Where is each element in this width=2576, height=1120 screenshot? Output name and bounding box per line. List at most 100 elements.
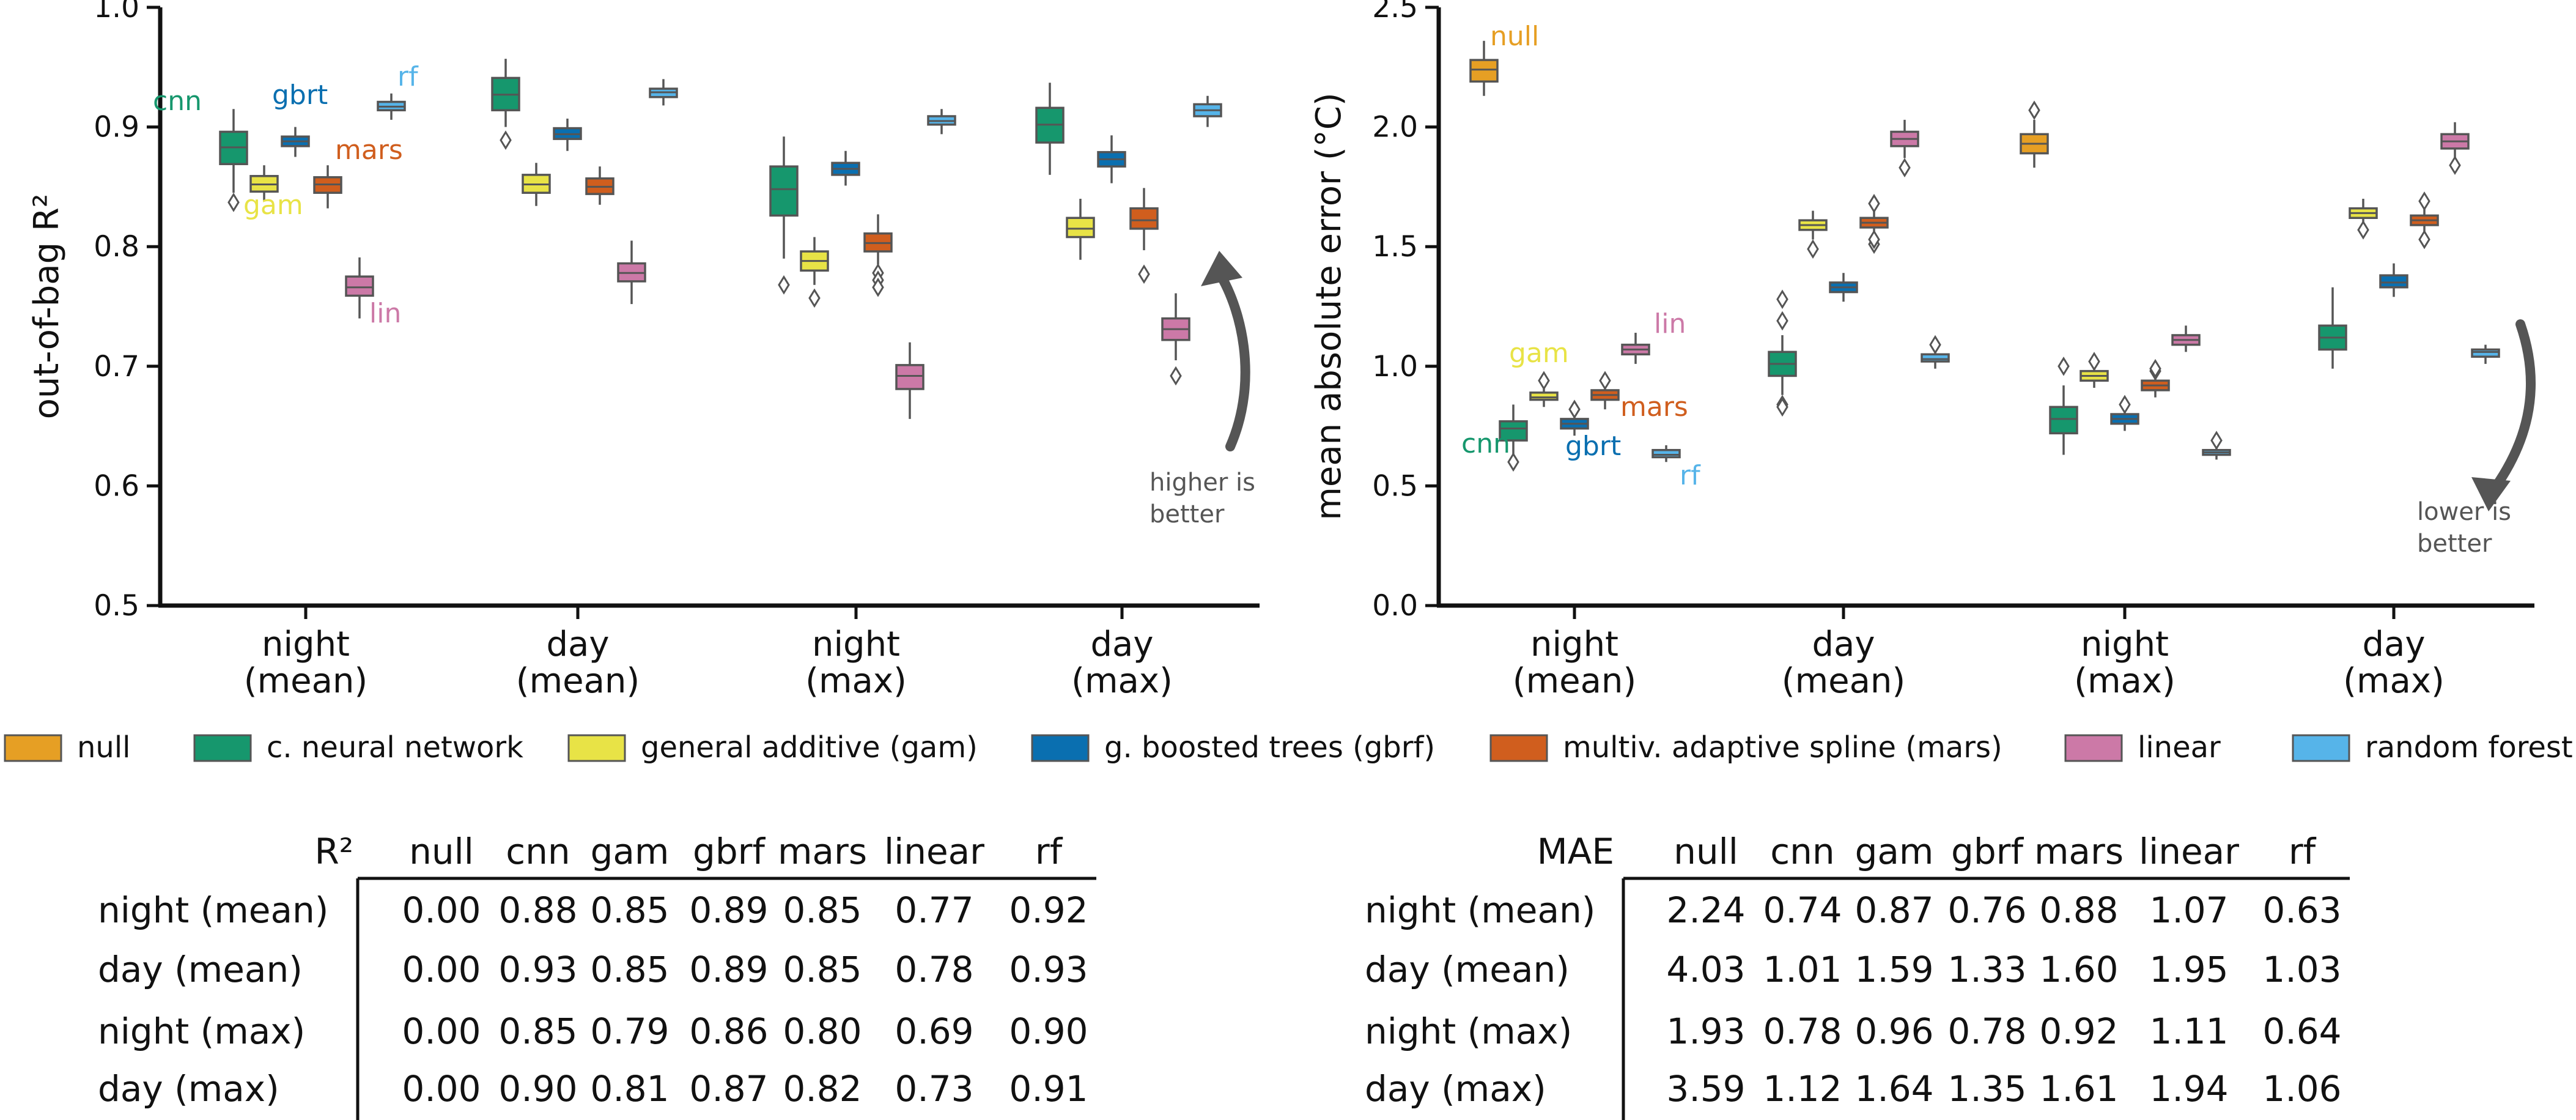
legend-item-lin: linear bbox=[2064, 730, 2221, 765]
table-corner-label: R² bbox=[314, 831, 353, 872]
table-cell: 0.76 bbox=[1947, 889, 2026, 931]
table-cell: 0.85 bbox=[498, 1011, 577, 1052]
table-cell: 1.12 bbox=[1763, 1068, 1842, 1110]
table-cell: 0.73 bbox=[895, 1068, 973, 1110]
table-cell: 1.94 bbox=[2149, 1068, 2228, 1110]
gam-box bbox=[2080, 352, 2109, 388]
table-cell: 0.81 bbox=[590, 1068, 669, 1110]
table-column-header: rf bbox=[2289, 831, 2317, 872]
table-cell: 1.01 bbox=[1763, 949, 1842, 990]
annotation-line2: better bbox=[1150, 500, 1225, 528]
outlier-marker bbox=[2418, 191, 2430, 211]
annotation-line1: higher is bbox=[1150, 469, 1255, 497]
rf-box bbox=[1921, 335, 1950, 369]
arrow-shaft bbox=[1212, 264, 1250, 451]
table-cell: 0.92 bbox=[1009, 889, 1088, 931]
table-cell: 0.00 bbox=[402, 889, 481, 931]
mae-boxplot-panel: 0.0 0.5 1.0 1.5 2.0 2.5 mean absolute error (°… bbox=[1309, 0, 2536, 701]
table-column-header: mars bbox=[2034, 831, 2124, 872]
cnn-box bbox=[1035, 83, 1065, 175]
legend-label: null bbox=[77, 730, 131, 765]
table-cell: 0.89 bbox=[689, 949, 768, 990]
box-body bbox=[2049, 406, 2078, 435]
y-axis-label: out-of-bag R² bbox=[27, 194, 67, 420]
outlier-marker bbox=[2028, 100, 2040, 121]
box-body bbox=[345, 275, 374, 297]
table-cell: 0.78 bbox=[1763, 1011, 1842, 1052]
mars-box bbox=[313, 165, 342, 209]
null-box bbox=[2020, 100, 2049, 168]
y-tick-label: 2.5 bbox=[1372, 0, 1418, 24]
mars-box bbox=[2141, 358, 2170, 398]
mars-box bbox=[2410, 191, 2439, 250]
table-cell: 1.60 bbox=[2039, 949, 2118, 990]
table-cell: 0.88 bbox=[2039, 889, 2118, 931]
table-row-label: day (mean) bbox=[1365, 949, 1570, 990]
lin-box bbox=[617, 240, 646, 305]
outlier-marker bbox=[1568, 399, 1581, 420]
table-cell: 1.95 bbox=[2149, 949, 2228, 990]
x-category-label-line2: (mean) bbox=[244, 661, 368, 701]
legend-item-gbrt: g. boosted trees (gbrf) bbox=[1031, 730, 1435, 765]
legend-swatch bbox=[2064, 734, 2123, 762]
box-body bbox=[1066, 217, 1095, 239]
outlier-marker bbox=[1868, 193, 1880, 213]
lin-box bbox=[2171, 325, 2201, 352]
model-label-mars: mars bbox=[1620, 391, 1688, 423]
x-category-label-line1: day bbox=[1090, 625, 1153, 664]
table-column-header: gbrf bbox=[693, 831, 766, 872]
y-tick-label: 0.9 bbox=[94, 111, 139, 144]
table-cell: 0.63 bbox=[2262, 889, 2341, 931]
outlier-marker bbox=[2210, 431, 2223, 450]
box-body bbox=[1529, 391, 1559, 401]
table-cell: 0.82 bbox=[783, 1068, 862, 1110]
cnn-box bbox=[2049, 356, 2078, 455]
arrow-head bbox=[2471, 477, 2511, 511]
table-cell: 0.79 bbox=[590, 1011, 669, 1052]
rf-box bbox=[377, 93, 406, 120]
cnn-box bbox=[1499, 404, 1528, 472]
table-row-label: day (mean) bbox=[98, 949, 303, 990]
table-cell: 0.93 bbox=[1009, 949, 1088, 990]
table-cell: 0.85 bbox=[590, 889, 669, 931]
y-tick-label: 0.5 bbox=[1372, 469, 1418, 503]
y-tick-label: 0.0 bbox=[1372, 589, 1418, 623]
gam-box bbox=[1066, 198, 1095, 260]
table-cell: 0.74 bbox=[1763, 889, 1842, 931]
table-row: day (mean) 4.03 1.01 1.59 1.33 1.60 1.95 1.03 bbox=[1365, 949, 2342, 990]
outlier-marker bbox=[808, 288, 821, 308]
legend-label: random forest bbox=[2365, 730, 2573, 765]
table-cell: 1.06 bbox=[2262, 1068, 2341, 1110]
mars-box bbox=[585, 166, 614, 205]
table-column-header: gam bbox=[1855, 831, 1934, 872]
table-cell: 0.88 bbox=[498, 889, 577, 931]
x-category-label-line1: day bbox=[2362, 625, 2425, 664]
y-tick-label: 1.5 bbox=[1372, 230, 1418, 264]
gam-box bbox=[1529, 371, 1559, 407]
box-body bbox=[1921, 353, 1950, 363]
y-tick-label: 1.0 bbox=[1372, 350, 1418, 384]
outlier-marker bbox=[1538, 371, 1550, 391]
table-column-header: null bbox=[1674, 831, 1738, 872]
legend-label: g. boosted trees (gbrf) bbox=[1104, 730, 1435, 765]
outlier-marker bbox=[2057, 356, 2070, 376]
x-category-label-line2: (mean) bbox=[1782, 661, 1906, 701]
y-tick-label: 0.6 bbox=[94, 469, 139, 503]
table-cell: 0.90 bbox=[498, 1068, 577, 1110]
annotation-line1: lower is bbox=[2417, 498, 2511, 526]
table-cell: 0.87 bbox=[1854, 889, 1933, 931]
table-cell: 0.96 bbox=[1854, 1011, 1933, 1052]
table-cell: 0.85 bbox=[783, 889, 862, 931]
table-column-header: cnn bbox=[1770, 831, 1834, 872]
rf-box bbox=[1193, 95, 1222, 127]
table-cell: 0.89 bbox=[689, 889, 768, 931]
cnn-box bbox=[769, 136, 799, 295]
table-cell: 2.24 bbox=[1666, 889, 1745, 931]
legend-label: linear bbox=[2138, 730, 2221, 765]
table-row: day (mean) 0.00 0.93 0.85 0.89 0.85 0.78 0.93 bbox=[98, 949, 1088, 990]
gbrt-box bbox=[831, 150, 860, 186]
mars-box bbox=[1859, 193, 1889, 254]
table-cell: 1.07 bbox=[2149, 889, 2228, 931]
x-category-label-line1: day bbox=[546, 625, 609, 664]
